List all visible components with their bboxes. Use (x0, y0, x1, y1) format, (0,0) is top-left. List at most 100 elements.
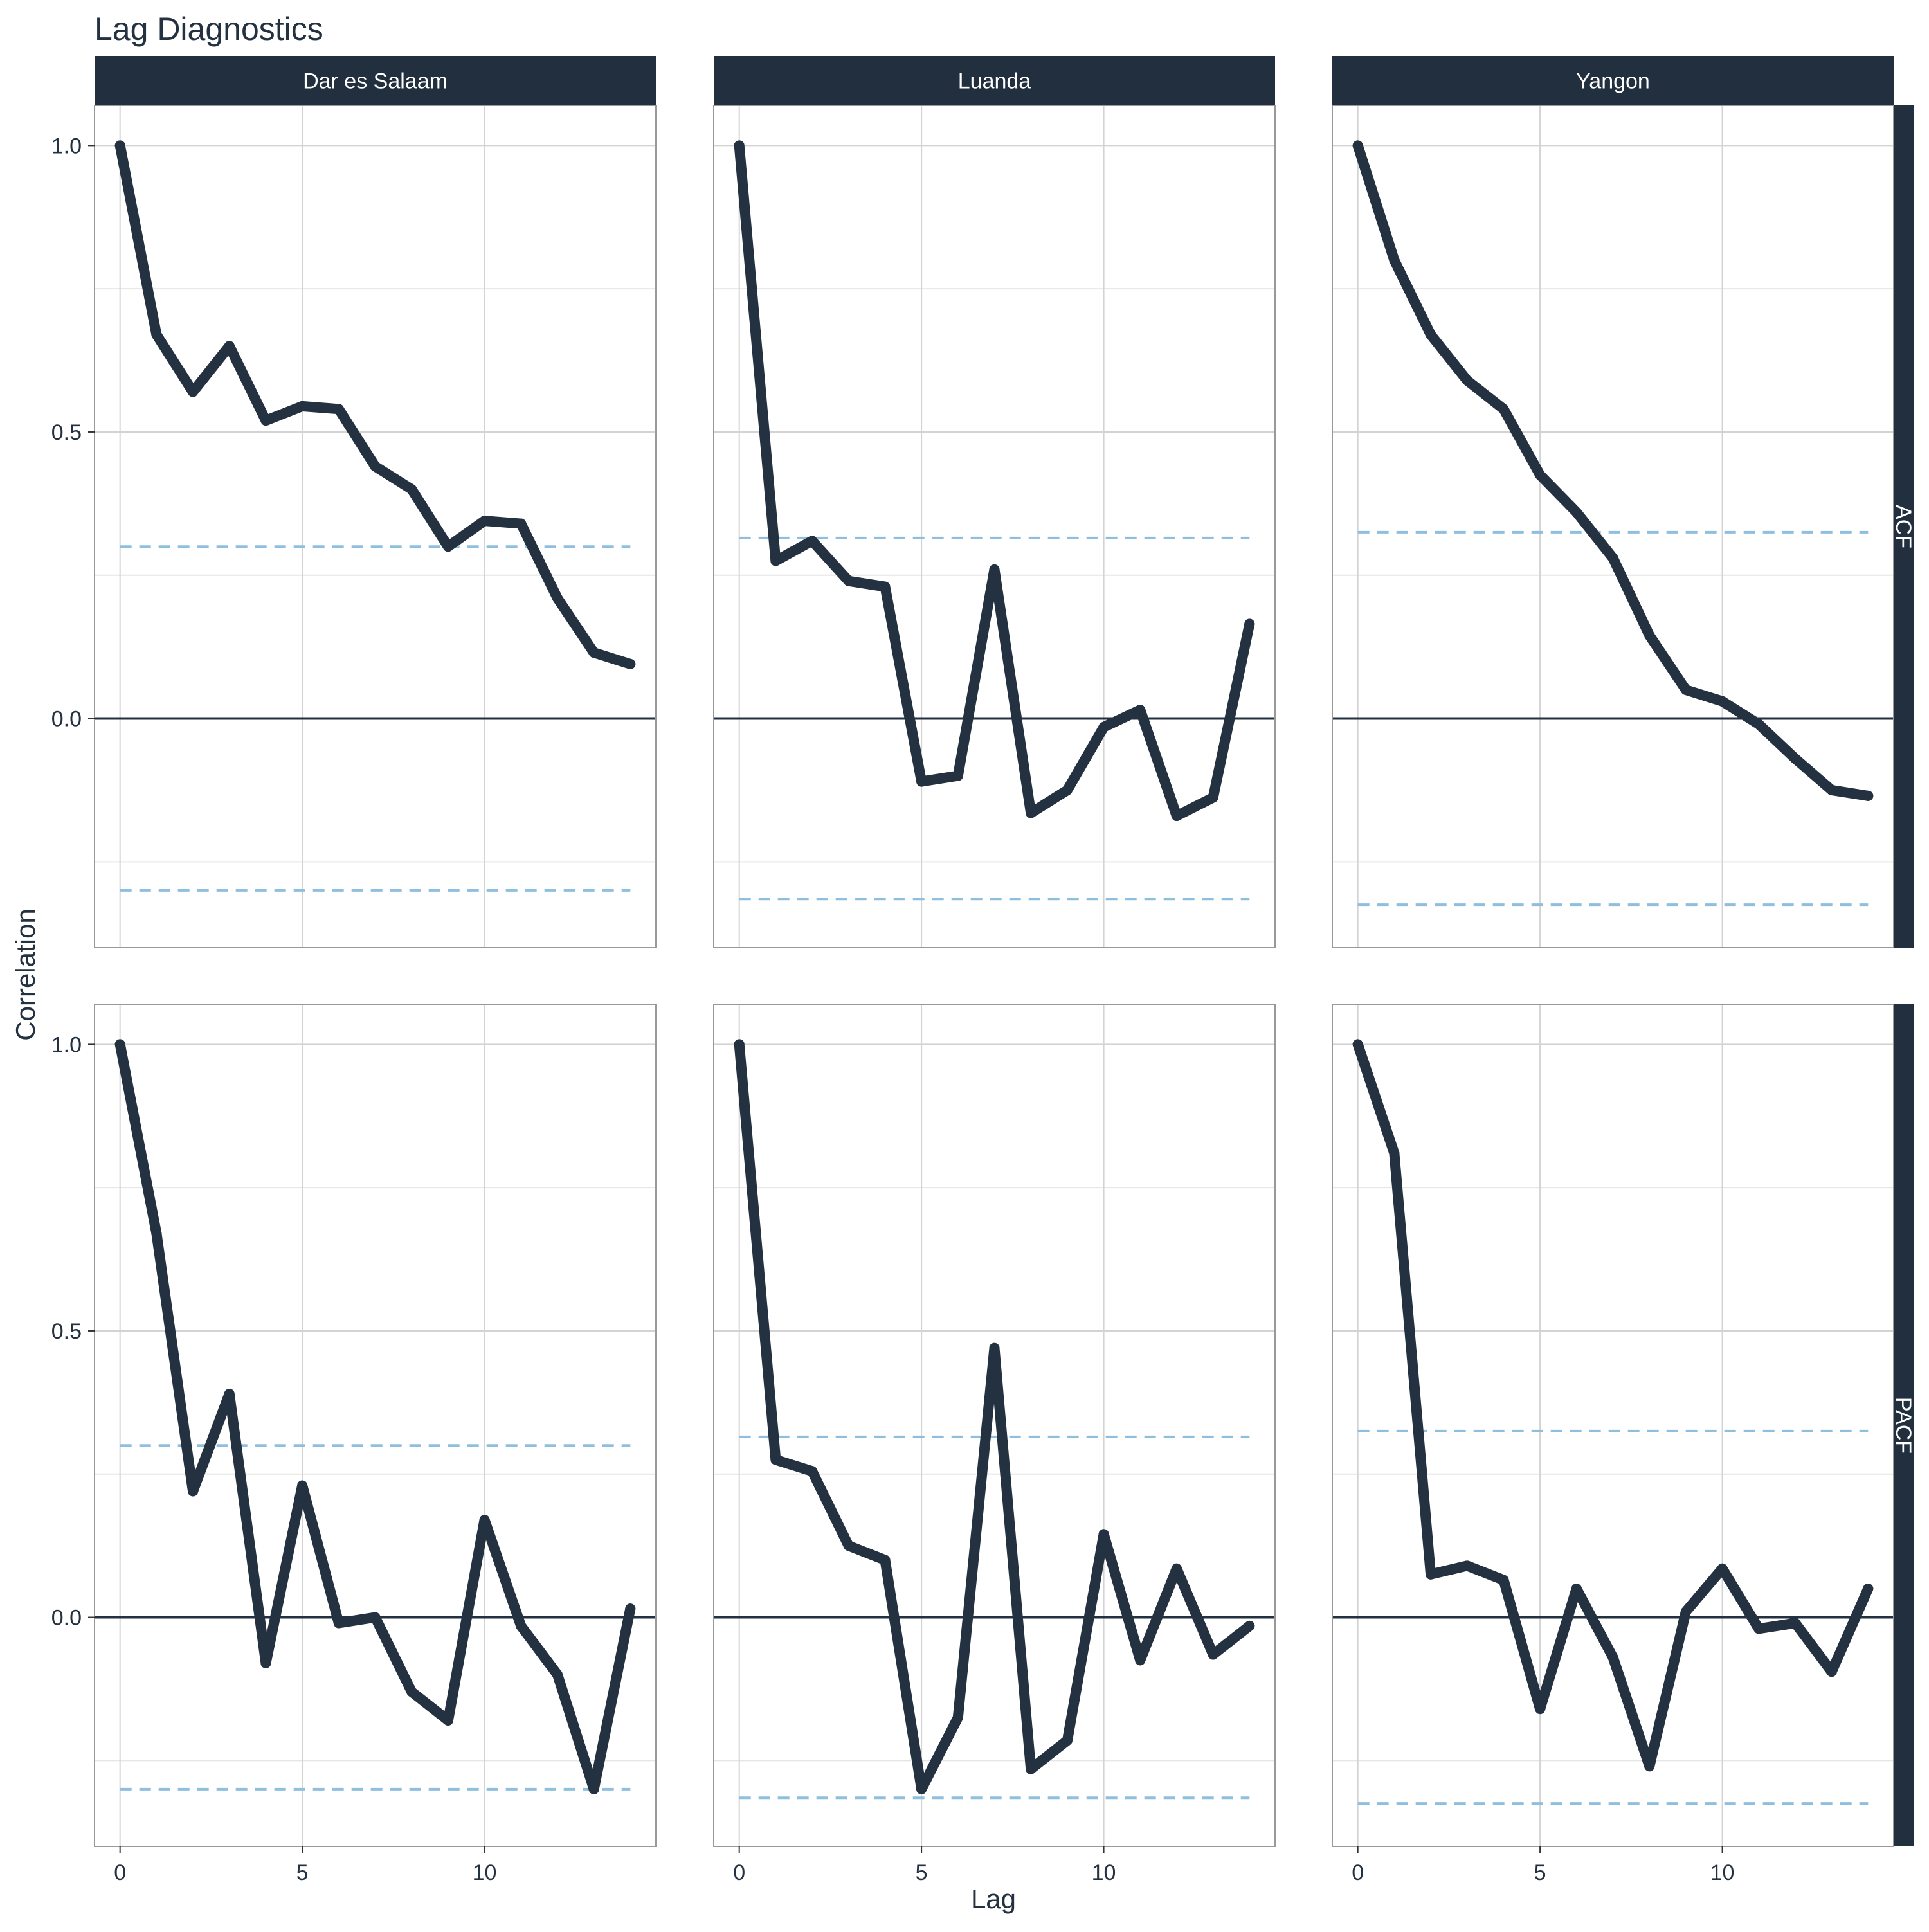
data-point (1462, 1560, 1472, 1571)
data-point (734, 1039, 745, 1050)
x-tick-label: 0 (1352, 1861, 1364, 1885)
data-point (333, 1618, 344, 1629)
data-point (1826, 1666, 1837, 1677)
data-point (1717, 696, 1728, 707)
x-tick-label: 0 (733, 1861, 745, 1885)
data-point (1789, 753, 1800, 764)
data-point (1789, 1618, 1800, 1629)
data-point (1098, 721, 1109, 732)
data-point (1244, 618, 1255, 629)
data-point (1571, 1583, 1582, 1594)
data-point (1863, 1583, 1874, 1594)
x-tick-label: 0 (114, 1861, 126, 1885)
data-point (1171, 811, 1182, 822)
data-point (1753, 719, 1764, 730)
data-point (1135, 705, 1146, 716)
data-point (479, 1515, 490, 1526)
facet-strip-background (1894, 1004, 1914, 1846)
data-point (1644, 1761, 1655, 1772)
data-point (1498, 404, 1509, 415)
data-point (952, 770, 963, 781)
series-line (734, 140, 1255, 822)
data-point (260, 1657, 271, 1668)
panels-layer: Dar es Salaam Luanda Yangon ACF PACF 0.0 0.5 1.… (51, 56, 1915, 1885)
data-point (1426, 329, 1436, 340)
data-point (406, 484, 417, 495)
x-axis-label: Lag (971, 1884, 1016, 1914)
data-point (516, 1620, 527, 1631)
data-point (1098, 1529, 1109, 1540)
data-point (1352, 140, 1363, 151)
y-tick-label: 0.0 (51, 1606, 82, 1630)
facet-strip-pacf: PACF (1891, 1004, 1915, 1846)
facet-strip-acf: ACF (1891, 105, 1915, 948)
data-point (188, 386, 199, 397)
data-point (552, 593, 563, 604)
panel-border (713, 105, 1276, 948)
data-point (1208, 792, 1218, 803)
data-point (370, 1612, 381, 1623)
data-point (843, 575, 854, 586)
data-point (807, 1466, 818, 1477)
data-point (1608, 1652, 1618, 1663)
y-tick-label: 0.5 (51, 1319, 82, 1344)
chart-title: Lag Diagnostics (95, 11, 323, 47)
panel-border (94, 105, 657, 948)
data-point (1389, 255, 1400, 266)
data-point (1535, 469, 1546, 480)
data-point (114, 1039, 125, 1050)
facet-strip-background (1332, 56, 1894, 105)
y-tick-label: 0.0 (51, 707, 82, 732)
facet-strip-label: Luanda (958, 69, 1031, 94)
series-line (734, 1039, 1255, 1794)
data-point (1244, 1620, 1255, 1631)
data-point (1644, 630, 1655, 641)
data-point (1389, 1148, 1400, 1159)
data-point (770, 555, 781, 566)
data-point (588, 1783, 599, 1794)
data-point (625, 1603, 636, 1614)
y-tick-label: 1.0 (51, 134, 82, 158)
data-point (1062, 784, 1073, 795)
data-point (916, 776, 927, 787)
x-tick-label: 10 (473, 1861, 497, 1885)
data-point (734, 140, 745, 151)
data-point (625, 658, 636, 669)
facet-strip-label: PACF (1891, 1397, 1915, 1454)
data-point (479, 516, 490, 527)
data-point (1680, 1606, 1691, 1617)
series-line (114, 140, 636, 669)
facet-strip-background (1894, 105, 1914, 948)
panel-pacf-dar-es-salaam: 0.0 0.5 1.0 0 5 10 (51, 1004, 657, 1885)
data-point (188, 1486, 199, 1497)
data-point (552, 1669, 563, 1680)
data-point (588, 647, 599, 658)
data-point (1571, 507, 1582, 518)
data-point (1352, 1039, 1363, 1050)
data-point (989, 564, 1000, 575)
data-point (1426, 1569, 1436, 1580)
data-point (1208, 1649, 1218, 1660)
data-point (880, 581, 891, 592)
data-point (1680, 684, 1691, 695)
x-tick-label: 5 (916, 1861, 928, 1885)
panel-acf-luanda (713, 105, 1276, 948)
data-point (916, 1783, 927, 1794)
panel-pacf-yangon: 0 5 10 (1332, 1004, 1894, 1885)
data-point (442, 541, 453, 552)
data-point (1753, 1623, 1764, 1634)
data-point (224, 341, 235, 352)
panel-border (1332, 105, 1894, 948)
x-tick-label: 10 (1710, 1861, 1735, 1885)
facet-strip-background (95, 56, 656, 105)
panel-border (1332, 1004, 1894, 1847)
data-point (1608, 553, 1618, 564)
data-point (151, 329, 162, 340)
facet-strip-yangon: Yangon (1332, 56, 1894, 105)
data-point (1717, 1563, 1728, 1574)
data-point (1135, 1655, 1146, 1666)
data-point (114, 140, 125, 151)
data-point (1026, 1764, 1037, 1774)
data-point (406, 1686, 417, 1697)
